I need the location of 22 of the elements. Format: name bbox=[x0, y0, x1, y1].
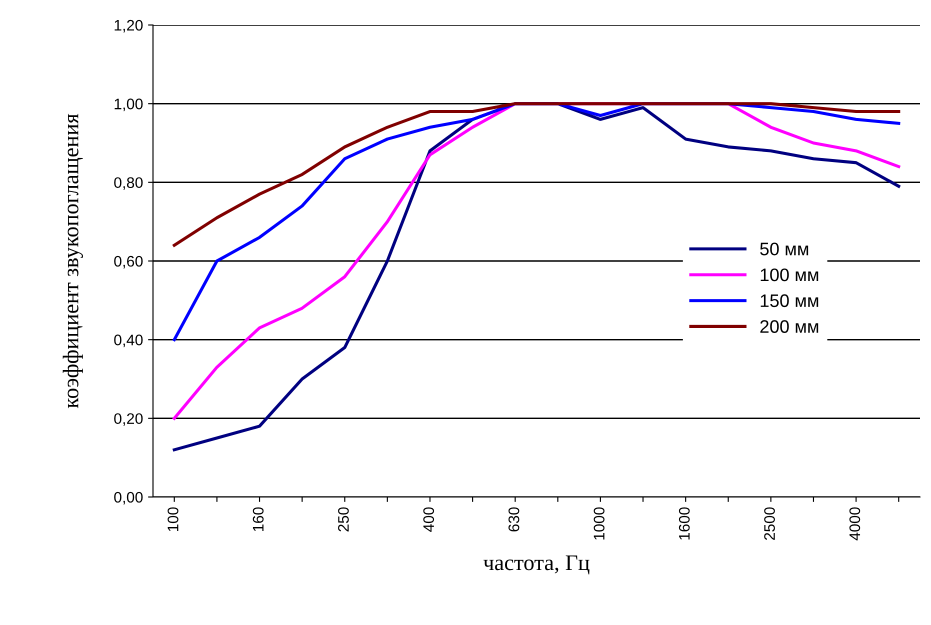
legend-label: 200 мм bbox=[760, 320, 818, 333]
y-axis-title: коэффициент звукопоглащения bbox=[62, 114, 83, 408]
x-tick-label: 630 bbox=[508, 507, 520, 532]
legend-label: 50 мм bbox=[760, 242, 808, 256]
x-tick-label: 160 bbox=[252, 507, 264, 532]
y-tick-label: 1,00 bbox=[114, 98, 143, 112]
y-tick-label: 0,20 bbox=[114, 413, 143, 426]
y-tick-label: 1,20 bbox=[114, 20, 143, 32]
legend-label: 150 мм bbox=[760, 294, 818, 308]
x-tick-label: 1600 bbox=[678, 507, 690, 540]
x-axis-title: частота, Гц bbox=[483, 555, 590, 574]
x-tick-label: 2500 bbox=[764, 507, 775, 540]
x-tick-label: 1000 bbox=[594, 507, 605, 540]
y-tick-label: 0,60 bbox=[114, 256, 143, 268]
x-tick-label: 100 bbox=[168, 507, 178, 532]
legend-label: 100 мм bbox=[760, 268, 818, 282]
x-tick-label: 250 bbox=[338, 507, 349, 532]
y-tick-label: 0,00 bbox=[114, 492, 143, 504]
y-tick-label: 0,80 bbox=[114, 177, 143, 190]
y-tick-label: 0,40 bbox=[114, 334, 143, 348]
x-tick-label: 4000 bbox=[849, 507, 860, 540]
x-tick-label: 400 bbox=[423, 507, 434, 532]
